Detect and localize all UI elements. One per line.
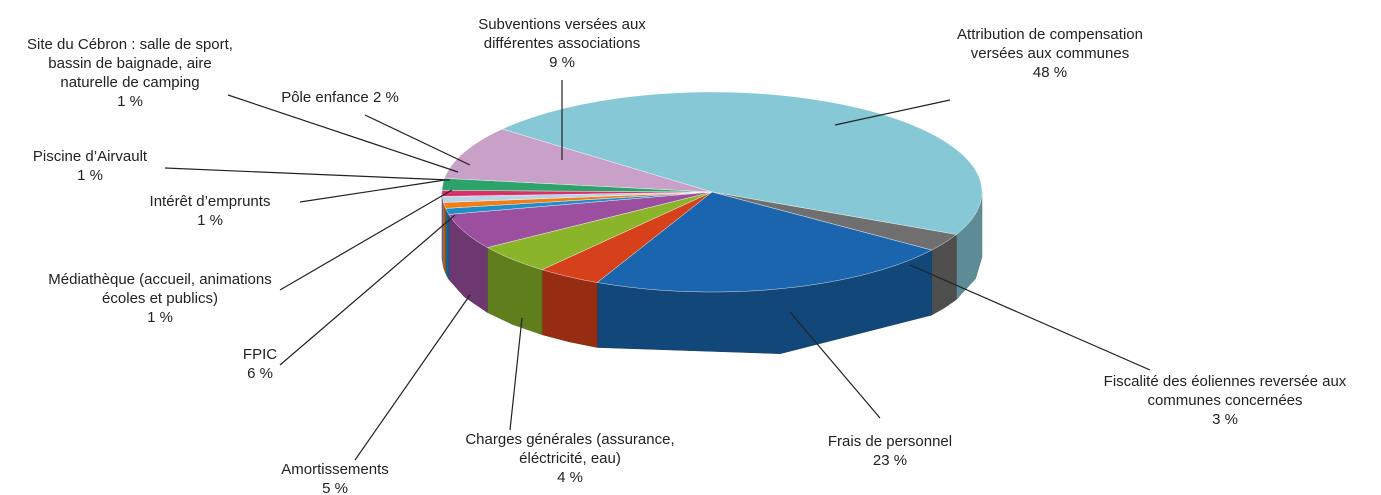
value-label: 1 %	[147, 309, 173, 326]
value-label: 6 %	[247, 365, 273, 382]
slice	[486, 191, 713, 270]
value-label: 23 %	[872, 452, 908, 469]
leader-line	[354, 294, 471, 461]
leader-line	[164, 167, 451, 181]
category-label: Subventions versées aux différentes asso…	[478, 16, 646, 52]
category-label: Attribution de compensation versées aux …	[957, 26, 1143, 62]
slice-label: Charges générales (assurance, éléctricit…	[455, 430, 685, 487]
slice-label: FPIC 6 %	[200, 345, 320, 383]
value-label: 1 %	[117, 93, 143, 110]
value-label: 2 %	[372, 89, 399, 106]
slice	[444, 128, 713, 193]
leader-line	[509, 317, 523, 431]
value-label: 1 %	[77, 167, 103, 184]
slice	[501, 91, 983, 235]
category-label: Pôle enfance	[281, 89, 369, 106]
slice-label: Frais de personnel 23 %	[790, 432, 990, 470]
slice-side	[445, 208, 450, 281]
slice-label: Fiscalité des éoliennes reversée aux com…	[1075, 372, 1375, 429]
leader-line	[834, 99, 951, 126]
slice-label: Piscine d’Airvault 1 %	[5, 147, 175, 185]
leader-line	[279, 189, 453, 291]
slice-side	[443, 202, 446, 274]
category-label: Amortissements	[281, 461, 389, 478]
slice	[596, 191, 933, 293]
category-label: Piscine d’Airvault	[32, 148, 148, 165]
value-label: 3 %	[1212, 411, 1238, 428]
slice-label: Attribution de compensation versées aux …	[935, 25, 1165, 82]
slice	[711, 191, 957, 251]
category-label: Fiscalité des éoliennes reversée aux com…	[1103, 373, 1347, 409]
value-label: 5 %	[322, 480, 348, 495]
leader-line	[909, 264, 1151, 371]
category-label: Site du Cébron : salle de sport, bassin …	[27, 36, 233, 91]
slice-label: Site du Cébron : salle de sport, bassin …	[25, 35, 235, 111]
category-label: Intérêt d’emprunts	[149, 193, 271, 210]
slice	[541, 191, 713, 283]
leader-line	[299, 179, 446, 203]
leader-line	[279, 214, 456, 366]
value-label: 4 %	[557, 469, 583, 486]
leader-line	[227, 94, 459, 173]
leader-line	[789, 311, 881, 419]
value-label: 9 %	[549, 54, 575, 71]
slice-side	[541, 269, 598, 348]
value-label: 48 %	[1032, 64, 1068, 81]
slice-label: Amortissements 5 %	[235, 460, 435, 495]
category-label: Charges générales (assurance, éléctricit…	[465, 431, 675, 467]
slice-label: Subventions versées aux différentes asso…	[462, 15, 662, 72]
category-label: Frais de personnel	[827, 433, 953, 450]
slice-label: Pôle enfance 2 %	[250, 88, 430, 107]
value-label: 1 %	[197, 212, 223, 229]
leader-line	[364, 114, 471, 166]
category-label: Médiathèque (accueil, animations écoles …	[48, 271, 272, 307]
slice-label: Médiathèque (accueil, animations écoles …	[45, 270, 275, 327]
slice-label: Intérêt d’emprunts 1 %	[120, 192, 300, 230]
category-label: FPIC	[242, 346, 278, 363]
